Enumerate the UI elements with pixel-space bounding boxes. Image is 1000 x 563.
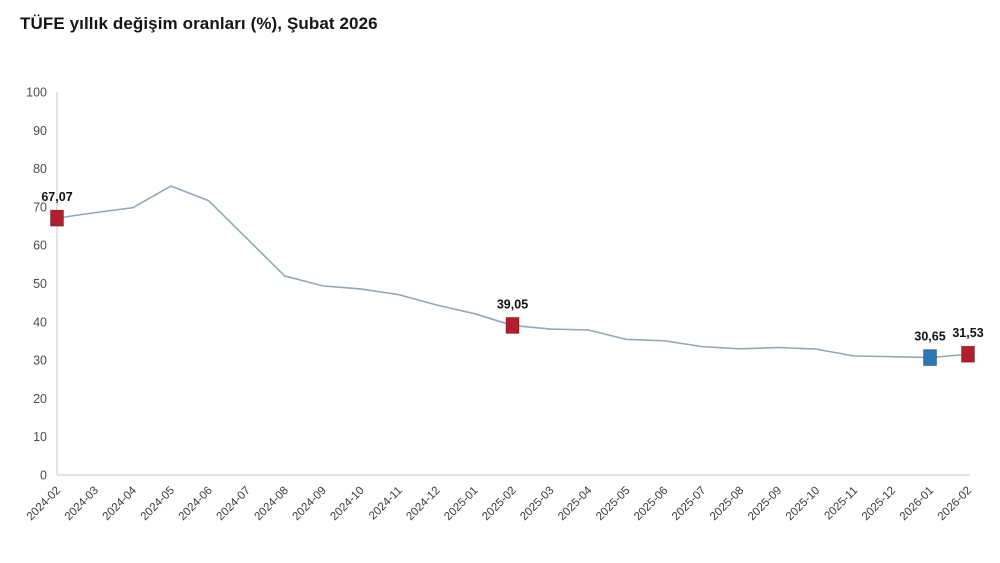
data-point-value-label: 39,05 [497,297,528,311]
x-axis-tick-label: 2025-02 [480,485,518,523]
x-axis-tick-label: 2024-05 [139,485,177,523]
x-axis-tick-label: 2025-04 [556,484,595,523]
x-axis-tick-label: 2025-05 [594,485,632,523]
x-axis-tick-label: 2024-12 [404,485,442,523]
y-axis-tick-label: 20 [33,392,47,406]
x-axis-tick-label: 2024-07 [215,485,253,523]
x-axis-tick-label: 2025-12 [860,485,898,523]
data-point-marker [961,345,975,363]
x-axis-tick-label: 2024-03 [63,485,101,523]
x-axis-tick-label: 2025-06 [632,485,670,523]
y-axis-tick-label: 100 [26,86,47,100]
chart-title: TÜFE yıllık değişim oranları (%), Şubat … [20,14,378,33]
x-axis-tick-label: 2024-10 [328,485,366,523]
y-axis-tick-label: 80 [33,162,47,176]
x-axis-tick-label: 2024-06 [177,485,215,523]
data-point-marker [505,316,520,334]
x-axis-tick-label: 2025-11 [823,485,861,523]
y-axis-tick-label: 10 [33,430,47,444]
x-axis-tick-label: 2024-09 [290,485,328,523]
data-point-value-label: 31,53 [952,326,983,340]
x-axis-tick-label: 2025-07 [670,485,708,523]
x-axis-tick-label: 2025-01 [442,485,480,523]
data-point-value-label: 67,07 [41,190,72,204]
y-axis-tick-label: 70 [33,200,47,214]
y-axis-tick-label: 30 [33,354,47,368]
x-axis-tick-label: 2025-10 [784,485,822,523]
x-axis-tick-label: 2024-02 [25,485,63,523]
x-axis-tick-label: 2026-02 [936,485,974,523]
data-point-marker [923,349,938,367]
x-axis-tick-label: 2024-04 [101,484,140,523]
y-axis-tick-label: 50 [33,277,47,291]
y-axis-tick-label: 0 [40,469,47,483]
x-axis-tick-label: 2025-08 [708,485,746,523]
x-axis-tick-label: 2024-11 [367,485,405,523]
y-axis-tick-label: 90 [33,124,47,138]
x-axis-tick-label: 2024-08 [253,485,291,523]
y-axis-tick-label: 60 [33,239,47,253]
y-axis-tick-label: 40 [33,315,47,329]
data-point-value-label: 30,65 [914,330,945,344]
x-axis-tick-label: 2025-03 [518,485,556,523]
data-point-marker [50,209,64,227]
x-axis-tick-label: 2026-01 [898,485,936,523]
x-axis-tick-label: 2025-09 [746,485,784,523]
